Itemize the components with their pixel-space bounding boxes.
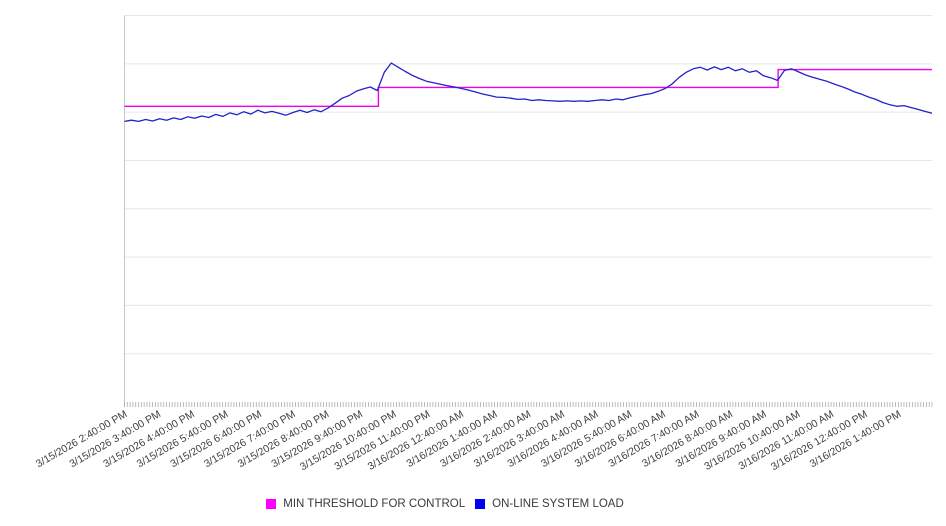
load-line [124,62,933,123]
legend-item-min-threshold: MIN THRESHOLD FOR CONTROL [266,498,465,510]
threshold-line [124,68,932,107]
system-load-swatch-icon [475,499,486,509]
min-threshold-swatch-icon [266,499,277,509]
legend-item-system-load: ON-LINE SYSTEM LOAD [475,498,624,510]
legend-label-min-threshold: MIN THRESHOLD FOR CONTROL [283,498,466,510]
chart-legend: MIN THRESHOLD FOR CONTROL ON-LINE SYSTEM… [0,498,918,510]
load-chart-svg: 3/15/2026 2:40:00 PM3/15/2026 3:40:00 PM… [34,15,933,473]
legend-label-system-load: ON-LINE SYSTEM LOAD [492,498,624,510]
